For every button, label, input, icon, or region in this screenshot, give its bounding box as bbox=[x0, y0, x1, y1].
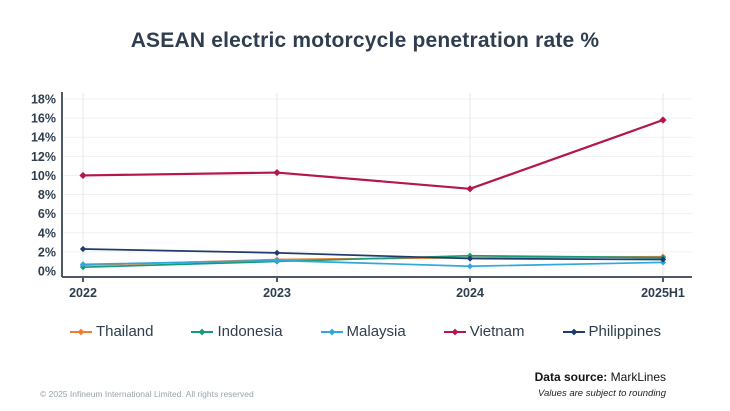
source-block: Data source: MarkLines Values are subjec… bbox=[535, 370, 666, 399]
legend-item-thailand[interactable]: Thailand bbox=[69, 323, 154, 340]
data-point-vietnam bbox=[79, 171, 87, 180]
y-tick-label: 18% bbox=[31, 93, 56, 107]
x-tick-label: 2024 bbox=[456, 286, 484, 300]
page-title: ASEAN electric motorcycle penetration ra… bbox=[130, 29, 600, 52]
legend-label: Philippines bbox=[588, 323, 662, 340]
legend: Thailand Indonesia Malaysia Vietnam Philippi… bbox=[0, 323, 730, 340]
legend-item-malaysia[interactable]: Malaysia bbox=[320, 323, 406, 340]
data-point-philippines bbox=[273, 249, 281, 256]
series-line-indonesia bbox=[82, 254, 664, 269]
data-point-malaysia bbox=[273, 257, 281, 264]
legend-marker-icon bbox=[191, 328, 214, 335]
data-source-line: Data source: MarkLines bbox=[535, 370, 666, 384]
rounding-note: Values are subject to rounding bbox=[538, 388, 666, 399]
data-point-malaysia bbox=[466, 263, 474, 270]
legend-marker-icon bbox=[69, 328, 92, 335]
legend-label: Malaysia bbox=[346, 323, 406, 340]
y-tick-label: 2% bbox=[38, 245, 56, 259]
legend-marker-icon bbox=[443, 328, 466, 335]
y-tick-label: 0% bbox=[38, 265, 56, 279]
data-point-vietnam bbox=[466, 185, 474, 193]
y-tick-label: 4% bbox=[38, 226, 56, 240]
y-tick-label: 10% bbox=[31, 169, 56, 183]
y-tick-label: 14% bbox=[31, 131, 56, 145]
data-point-philippines bbox=[79, 245, 87, 253]
legend-label: Indonesia bbox=[217, 323, 283, 340]
data-source-value: MarkLines bbox=[607, 370, 666, 384]
series-line-vietnam bbox=[82, 118, 664, 190]
legend-marker-icon bbox=[320, 328, 343, 335]
legend-label: Vietnam bbox=[469, 323, 525, 340]
data-point-vietnam bbox=[659, 116, 667, 124]
x-tick-label: 2022 bbox=[69, 286, 97, 300]
x-tick-label: 2025H1 bbox=[641, 286, 685, 300]
data-point-philippines bbox=[659, 256, 667, 263]
legend-marker-icon bbox=[562, 328, 585, 335]
legend-item-vietnam[interactable]: Vietnam bbox=[443, 323, 525, 340]
series-line-philippines bbox=[82, 248, 664, 261]
penetration-line-chart: 0% 2% 4% 6% 8% 10% 12% 14% 16% 18% 2022 2023 2024 202… bbox=[31, 92, 692, 300]
data-point-vietnam bbox=[273, 168, 281, 177]
y-tick-label: 8% bbox=[38, 188, 56, 202]
x-tick-label: 2023 bbox=[263, 286, 291, 300]
data-source-label: Data source: bbox=[534, 370, 608, 384]
legend-label: Thailand bbox=[95, 323, 154, 340]
series-line-malaysia bbox=[82, 259, 664, 268]
y-tick-label: 16% bbox=[31, 112, 56, 126]
legend-item-indonesia[interactable]: Indonesia bbox=[190, 323, 283, 340]
y-tick-label: 12% bbox=[31, 150, 56, 164]
legend-item-philippines[interactable]: Philippines bbox=[562, 323, 662, 340]
y-tick-label: 6% bbox=[38, 207, 56, 221]
copyright-text: © 2025 Infineum International Limited. A… bbox=[40, 389, 254, 399]
